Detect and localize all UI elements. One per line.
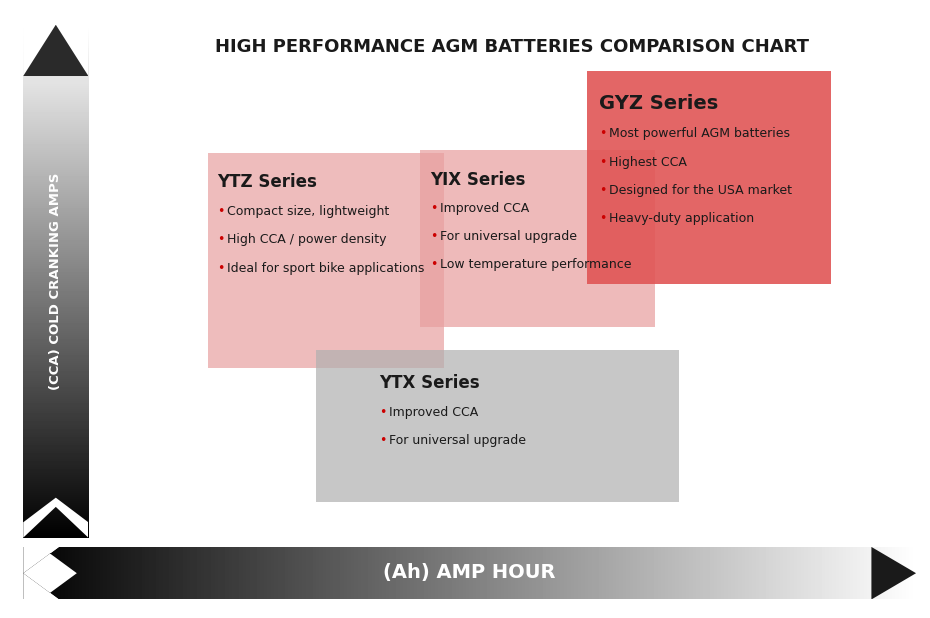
Polygon shape xyxy=(23,574,59,599)
Bar xyxy=(207,153,444,368)
Text: •: • xyxy=(218,205,224,218)
Text: YTX Series: YTX Series xyxy=(379,373,480,392)
Text: •: • xyxy=(218,261,224,274)
Polygon shape xyxy=(23,547,59,574)
Polygon shape xyxy=(23,25,56,538)
Bar xyxy=(419,150,656,328)
Text: Highest CCA: Highest CCA xyxy=(609,156,687,169)
Text: HIGH PERFORMANCE AGM BATTERIES COMPARISON CHART: HIGH PERFORMANCE AGM BATTERIES COMPARISO… xyxy=(215,38,808,56)
Text: GYZ Series: GYZ Series xyxy=(600,94,719,113)
Text: YIX Series: YIX Series xyxy=(430,171,525,189)
Text: •: • xyxy=(379,406,387,419)
Text: For universal upgrade: For universal upgrade xyxy=(440,230,577,243)
Text: For universal upgrade: For universal upgrade xyxy=(389,434,526,447)
Text: (CCA) COLD CRANKING AMPS: (CCA) COLD CRANKING AMPS xyxy=(49,172,62,390)
Text: •: • xyxy=(600,127,607,140)
Polygon shape xyxy=(23,497,88,538)
Text: •: • xyxy=(600,212,607,225)
Polygon shape xyxy=(23,25,88,76)
Text: Low temperature performance: Low temperature performance xyxy=(440,258,631,271)
Text: YTZ Series: YTZ Series xyxy=(218,174,317,192)
Bar xyxy=(315,350,680,502)
Polygon shape xyxy=(56,25,88,538)
Text: •: • xyxy=(600,156,607,169)
Polygon shape xyxy=(871,547,916,599)
Text: •: • xyxy=(430,201,437,214)
Polygon shape xyxy=(23,547,77,599)
Text: Heavy-duty application: Heavy-duty application xyxy=(609,212,754,225)
Bar xyxy=(588,71,831,284)
Text: Ideal for sport bike applications: Ideal for sport bike applications xyxy=(227,261,424,274)
Text: •: • xyxy=(430,230,437,243)
Text: •: • xyxy=(379,434,387,447)
Text: •: • xyxy=(430,258,437,271)
Text: Designed for the USA market: Designed for the USA market xyxy=(609,184,792,197)
Text: •: • xyxy=(600,184,607,197)
Text: Improved CCA: Improved CCA xyxy=(440,201,529,214)
Text: Compact size, lightweight: Compact size, lightweight xyxy=(227,205,389,218)
Text: (Ah) AMP HOUR: (Ah) AMP HOUR xyxy=(383,562,556,582)
Text: •: • xyxy=(218,234,224,247)
Text: Most powerful AGM batteries: Most powerful AGM batteries xyxy=(609,127,790,140)
Text: Improved CCA: Improved CCA xyxy=(389,406,478,419)
Text: High CCA / power density: High CCA / power density xyxy=(227,234,386,247)
